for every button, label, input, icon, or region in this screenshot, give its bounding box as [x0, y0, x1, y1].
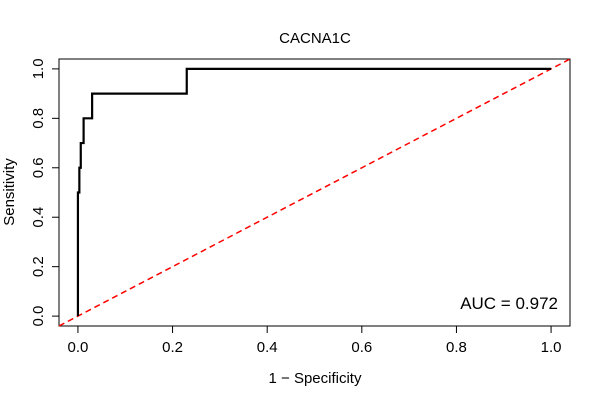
y-tick-label: 0.6	[30, 157, 47, 178]
x-tick-label: 0.0	[67, 339, 88, 356]
y-tick-label: 0.0	[30, 306, 47, 327]
x-axis: 0.0 0.2 0.4 0.6 0.8 1.0	[67, 325, 562, 356]
reference-diagonal-line	[58, 58, 571, 327]
y-tick-label: 0.2	[30, 256, 47, 277]
auc-annotation: AUC = 0.972	[460, 294, 558, 313]
chart-title: CACNA1C	[279, 30, 351, 47]
x-tick-label: 0.8	[446, 339, 467, 356]
y-tick-label: 0.8	[30, 108, 47, 129]
y-axis: 0.0 0.2 0.4 0.6 0.8 1.0	[30, 58, 60, 327]
y-tick-label: 1.0	[30, 58, 47, 79]
y-axis-label: Sensitivity	[1, 158, 18, 226]
roc-curve	[76, 67, 552, 317]
y-tick-label: 0.4	[30, 207, 47, 228]
x-tick-label: 0.2	[162, 339, 183, 356]
x-axis-label: 1 − Specificity	[269, 370, 362, 387]
series-layer	[58, 58, 571, 327]
x-tick-label: 0.6	[351, 339, 372, 356]
x-tick-label: 0.4	[257, 339, 278, 356]
x-tick-label: 1.0	[541, 339, 562, 356]
